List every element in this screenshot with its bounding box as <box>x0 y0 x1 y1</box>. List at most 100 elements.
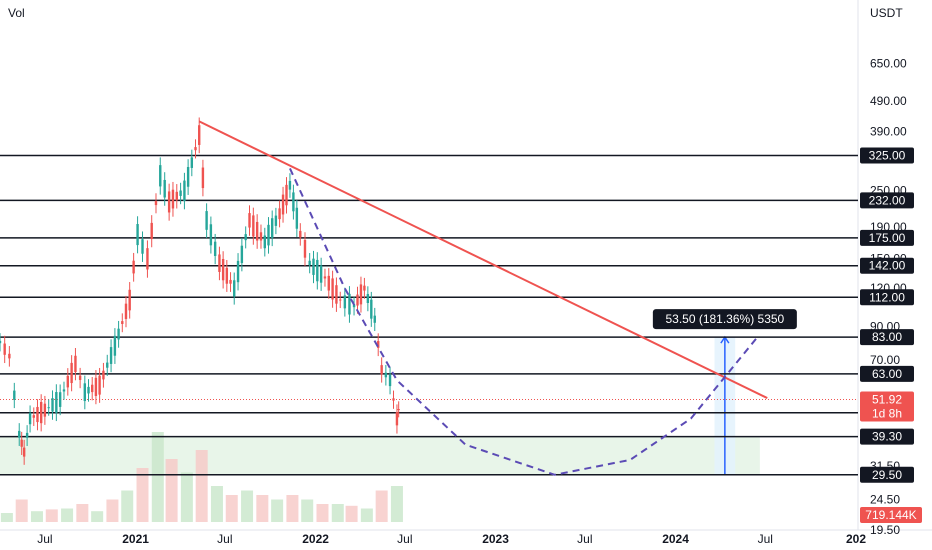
level-badge-label: 325.00 <box>869 149 906 163</box>
candle-body <box>270 218 274 238</box>
candle-body <box>377 341 380 348</box>
candle-body <box>25 432 29 438</box>
volume-bar <box>256 495 269 522</box>
candle-body <box>331 278 334 300</box>
candle-body <box>106 362 109 368</box>
candle-body <box>171 189 175 209</box>
candle-body <box>370 299 373 319</box>
candle-body <box>58 392 62 407</box>
current-price-badge <box>860 391 914 422</box>
candle-body <box>384 372 388 378</box>
x-tick-label: Jul <box>397 532 412 546</box>
y-tick-label: 70.00 <box>870 353 900 367</box>
candle-body <box>141 239 144 254</box>
candle-body <box>159 165 162 187</box>
candle-body <box>281 194 285 215</box>
candle-body <box>18 430 21 438</box>
candle-body <box>278 208 281 220</box>
candle-body <box>288 180 292 190</box>
volume-bar <box>0 513 13 522</box>
candle-body <box>225 267 229 284</box>
y-tick-label: 490.00 <box>870 94 907 108</box>
candle-body <box>121 321 124 324</box>
candle-body <box>117 328 120 340</box>
measure-label-box <box>652 309 797 330</box>
level-badge[interactable] <box>860 257 914 274</box>
volume-label: Vol <box>8 6 25 20</box>
volume-bar <box>106 499 119 522</box>
candle-body <box>366 294 370 304</box>
level-badge-label: 175.00 <box>869 231 906 245</box>
candle-body <box>91 384 94 393</box>
candle-body <box>51 398 54 412</box>
candle-body <box>3 343 6 355</box>
candle-body <box>28 413 32 425</box>
measure-label: 53.50 (181.36%) 5350 <box>665 312 784 326</box>
candle-body <box>299 230 302 238</box>
candle-body <box>380 365 383 375</box>
level-badge[interactable] <box>860 365 914 382</box>
candle-body <box>209 224 213 246</box>
level-badge-label: 83.00 <box>872 330 902 344</box>
candle-body <box>388 374 392 387</box>
volume-bar <box>271 499 284 522</box>
candle-body <box>186 166 190 187</box>
volume-bar <box>345 505 358 522</box>
volume-bar <box>210 486 223 522</box>
candle-body <box>316 259 319 282</box>
candle-body <box>167 191 171 213</box>
volume-bar <box>45 509 58 522</box>
candle-body <box>0 340 2 344</box>
candle-body <box>36 406 39 423</box>
currency-label: USDT <box>870 6 903 20</box>
level-badge[interactable] <box>860 147 914 164</box>
level-badge-label: 112.00 <box>869 290 905 304</box>
candle-body <box>47 407 50 409</box>
candle-body <box>395 412 399 426</box>
current-price-label: 51.92 <box>872 393 902 407</box>
volume-bar <box>286 495 299 522</box>
y-tick-label: 390.00 <box>870 124 907 138</box>
candle-body <box>229 279 232 284</box>
volume-bar <box>375 490 388 522</box>
level-badge[interactable] <box>860 289 914 306</box>
candle-body <box>252 215 255 237</box>
candle-body <box>240 245 244 264</box>
y-tick-label: 19.50 <box>870 523 900 537</box>
candle-body <box>136 224 139 246</box>
volume-bar <box>195 450 208 522</box>
x-tick-label: 2022 <box>302 532 329 546</box>
level-badge[interactable] <box>860 466 914 483</box>
volume-bar <box>61 508 74 522</box>
candle-body <box>285 184 288 206</box>
candle-body <box>244 234 247 241</box>
candle-body <box>154 201 158 206</box>
level-badge[interactable] <box>860 329 914 346</box>
candle-body <box>295 207 299 229</box>
candle-body <box>74 355 77 373</box>
level-badge[interactable] <box>860 192 914 209</box>
level-badge[interactable] <box>860 229 914 246</box>
candle-body <box>352 304 356 308</box>
level-badge[interactable] <box>860 428 914 445</box>
x-tick-label: 2021 <box>122 532 149 546</box>
volume-bar <box>390 486 403 522</box>
candle-body <box>83 383 87 402</box>
trendline[interactable] <box>198 120 768 399</box>
candle-body <box>292 192 295 212</box>
volume-bar <box>241 490 254 522</box>
candle-body <box>113 335 117 356</box>
candle-body <box>348 293 351 315</box>
candle-body <box>146 248 149 270</box>
candle-body <box>259 232 263 241</box>
candle-body <box>102 370 105 380</box>
level-badge-label: 142.00 <box>869 259 906 273</box>
candle-body <box>312 258 315 275</box>
candle-body <box>124 303 128 319</box>
volume-bar <box>76 504 89 522</box>
candle-body <box>55 392 58 413</box>
candle-body <box>339 299 342 301</box>
candle-body <box>87 386 90 394</box>
x-tick-label: 202 <box>846 532 866 546</box>
